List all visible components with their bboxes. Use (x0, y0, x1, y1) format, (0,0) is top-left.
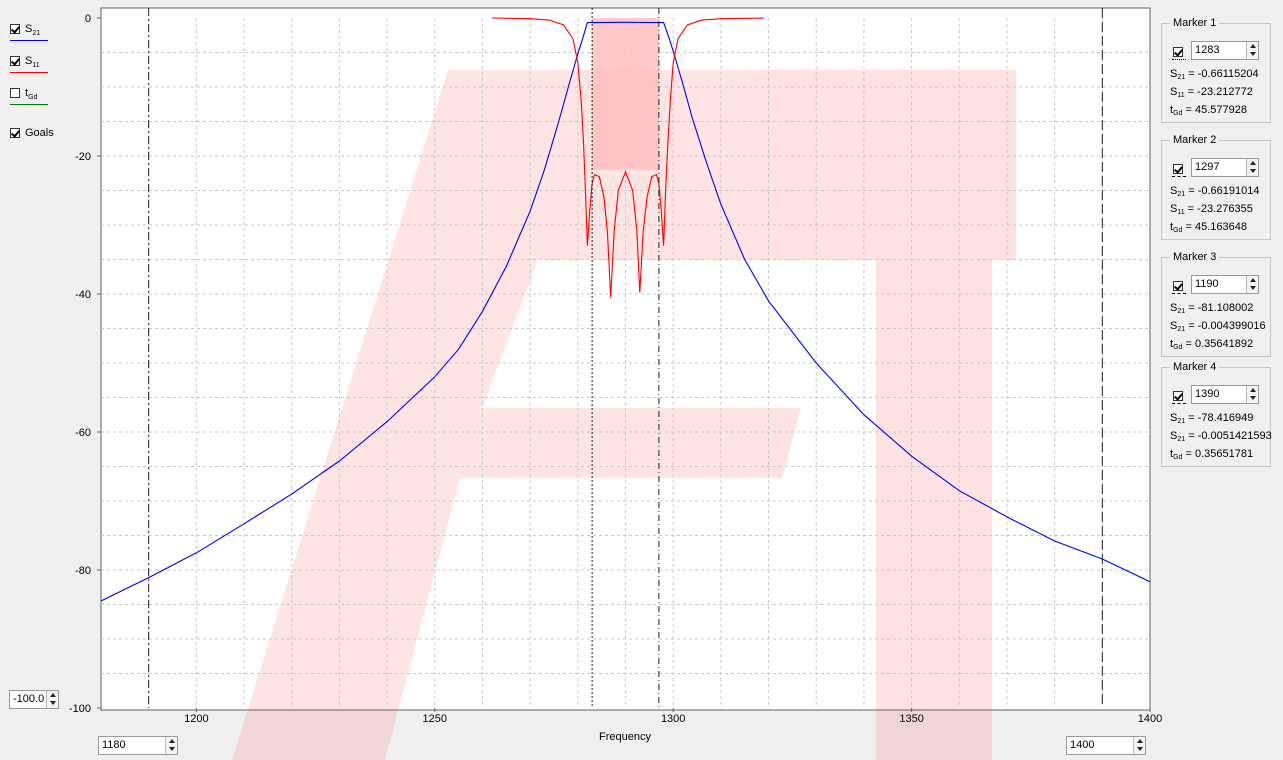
marker-2-freq-stepper[interactable]: 1297 (1191, 158, 1259, 177)
x-max-value: 1400 (1070, 739, 1095, 751)
x-tick-labels: 1200 1250 1300 1350 1400 (184, 708, 1162, 725)
marker-1-s11: -23.212772 (1197, 86, 1253, 98)
marker-4-freq-stepper[interactable]: 1390 (1191, 385, 1259, 404)
y-min-spin-buttons[interactable] (46, 691, 58, 708)
marker-1-title: Marker 1 (1170, 17, 1220, 30)
marker-4-spin-buttons[interactable] (1246, 386, 1258, 403)
tgd-legend-line (10, 104, 48, 105)
x-min-stepper[interactable]: 1180 (98, 736, 178, 755)
marker-2-values: S21 = -0.66191014 S11 = -23.276355 tGd =… (1170, 185, 1260, 234)
x-max-stepper[interactable]: 1400 (1066, 736, 1146, 755)
marker-1-freq-stepper[interactable]: 1283 (1191, 41, 1259, 60)
goal-band-rect (592, 18, 659, 170)
marker-4-group: Marker 4 1390 S21 = -78.416949 S21 = -0.… (1161, 361, 1272, 467)
marker-2-line-style (1172, 176, 1186, 177)
marker-3-tgd: 0.35641892 (1194, 338, 1254, 350)
x-min-spin-buttons[interactable] (165, 737, 177, 754)
y-min-value: -100.0 (13, 693, 45, 705)
tgd-checkbox[interactable] (10, 88, 20, 98)
s21-label: S21 (25, 23, 41, 38)
x-tick-label: 1300 (661, 713, 685, 725)
s11-label: S11 (25, 55, 40, 70)
marker-4-values: S21 = -78.416949 S21 = -0.0051421593 tGd… (1170, 412, 1272, 461)
marker-1-group: Marker 1 1283 S21 = -0.66115204 S11 = -2… (1161, 17, 1271, 123)
s21-checkbox[interactable] (10, 24, 20, 34)
goals-label: Goals (25, 127, 54, 139)
y-tick-label: -40 (75, 289, 91, 301)
s21-legend-line (10, 40, 48, 41)
y-tick-labels: 0 -20 -40 -60 -80 -100 (69, 13, 101, 715)
marker-3-values: S21 = -81.108002 S21 = -0.004399016 tGd … (1170, 302, 1266, 351)
series-s21-curve (100, 21, 1151, 602)
marker-3-line-style (1172, 293, 1186, 294)
marker-1-line-style (1172, 59, 1186, 60)
marker-lines (148, 8, 1103, 708)
marker-4-freq: 1390 (1195, 388, 1220, 400)
marker-3-checkbox[interactable] (1173, 281, 1183, 291)
marker-3-s21: -81.108002 (1197, 302, 1254, 314)
marker-1-tgd: 45.577928 (1194, 104, 1247, 116)
marker-2-checkbox[interactable] (1173, 164, 1183, 174)
y-tick-label: -20 (75, 151, 91, 163)
x-tick-label: 1350 (899, 713, 923, 725)
marker-4-title: Marker 4 (1170, 361, 1220, 374)
marker-2-spin-buttons[interactable] (1246, 159, 1258, 176)
legend-s11[interactable]: S11 (10, 54, 40, 73)
x-tick-label: 1250 (423, 713, 447, 725)
x-axis-label: Frequency (599, 731, 651, 743)
legend-s21[interactable]: S21 (10, 22, 40, 41)
goals-checkbox[interactable] (10, 128, 20, 138)
marker-2-s21: -0.66191014 (1197, 185, 1260, 197)
marker-1-checkbox[interactable] (1173, 47, 1183, 57)
marker-4-s11: -0.0051421593 (1197, 430, 1272, 442)
x-min-value: 1180 (102, 739, 126, 751)
y-tick-label: 0 (85, 13, 91, 25)
marker-1-values: S21 = -0.66115204 S11 = -23.212772 tGd =… (1170, 68, 1259, 117)
goal-band (592, 18, 659, 170)
x-tick-label: 1400 (1138, 713, 1162, 725)
marker-3-freq: 1190 (1195, 278, 1219, 290)
legend-tgd[interactable]: tGd (10, 86, 37, 105)
marker-3-s11: -0.004399016 (1197, 320, 1266, 332)
marker-1-spin-buttons[interactable] (1246, 42, 1258, 59)
marker-1-s21: -0.66115204 (1197, 68, 1259, 80)
marker-4-s21: -78.416949 (1197, 412, 1254, 424)
marker-1-freq: 1283 (1195, 44, 1220, 56)
marker-4-line-style (1172, 403, 1186, 404)
x-max-spin-buttons[interactable] (1133, 737, 1145, 754)
y-tick-label: -60 (75, 427, 91, 439)
x-tick-label: 1200 (184, 713, 208, 725)
legend-goals[interactable]: Goals (10, 126, 54, 140)
y-min-stepper[interactable]: -100.0 (9, 690, 59, 709)
y-tick-label: -100 (69, 703, 91, 715)
marker-3-freq-stepper[interactable]: 1190 (1191, 275, 1259, 294)
watermark-logo (232, 70, 1016, 760)
s11-checkbox[interactable] (10, 56, 20, 66)
tgd-label: tGd (25, 87, 38, 102)
marker-2-freq: 1297 (1195, 161, 1220, 173)
marker-2-title: Marker 2 (1170, 134, 1220, 147)
series-s11-curve (491, 17, 764, 298)
y-tick-label: -80 (75, 565, 91, 577)
marker-2-group: Marker 2 1297 S21 = -0.66191014 S11 = -2… (1161, 134, 1271, 240)
marker-3-spin-buttons[interactable] (1246, 276, 1258, 293)
marker-4-checkbox[interactable] (1173, 391, 1183, 401)
marker-4-tgd: 0.35651781 (1194, 448, 1254, 460)
marker-3-group: Marker 3 1190 S21 = -81.108002 S21 = -0.… (1161, 251, 1271, 357)
marker-3-title: Marker 3 (1170, 251, 1220, 264)
curves (100, 17, 1151, 602)
marker-2-s11: -23.276355 (1197, 203, 1253, 215)
marker-2-tgd: 45.163648 (1194, 221, 1247, 233)
s11-legend-line (10, 72, 48, 73)
